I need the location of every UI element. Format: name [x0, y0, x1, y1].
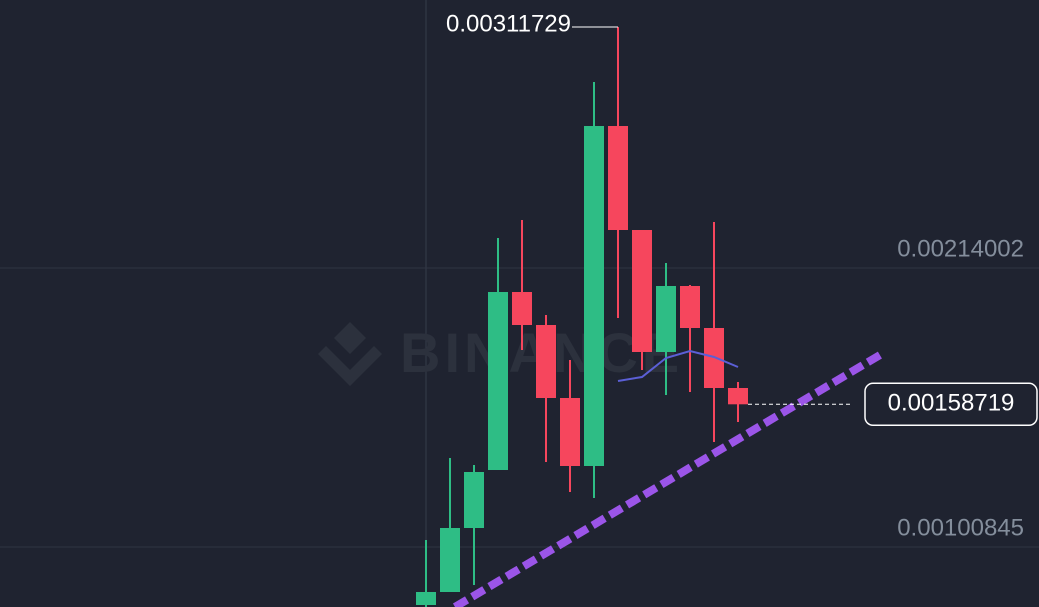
- candle-body: [728, 388, 748, 405]
- trend-line: [452, 348, 888, 607]
- y-tick-label: 0.00100845: [897, 514, 1024, 541]
- candle-body: [560, 398, 580, 467]
- max-label: 0.00311729: [446, 10, 571, 37]
- grid: 0.00214002 0.00100845: [0, 235, 1039, 548]
- plot: [416, 27, 748, 607]
- y-tick-label: 0.00214002: [897, 235, 1024, 262]
- candle-body: [680, 286, 700, 329]
- candle-body: [632, 230, 652, 353]
- ma-line: [617, 349, 739, 382]
- annotations: 0.00311729 0.00158719: [446, 10, 1038, 427]
- candle-body: [488, 292, 508, 471]
- candle-body: [440, 528, 460, 592]
- watermark-logo: [318, 322, 382, 386]
- candle-body: [416, 591, 436, 605]
- last-price-box: [864, 382, 1038, 427]
- candle-body: [536, 325, 556, 399]
- candle-body: [608, 126, 628, 231]
- candle-body: [656, 286, 676, 353]
- candle-body: [512, 292, 532, 326]
- candle-body: [584, 126, 604, 467]
- candle-body: [464, 471, 484, 529]
- last-price-label: 0.00158719: [888, 390, 1015, 417]
